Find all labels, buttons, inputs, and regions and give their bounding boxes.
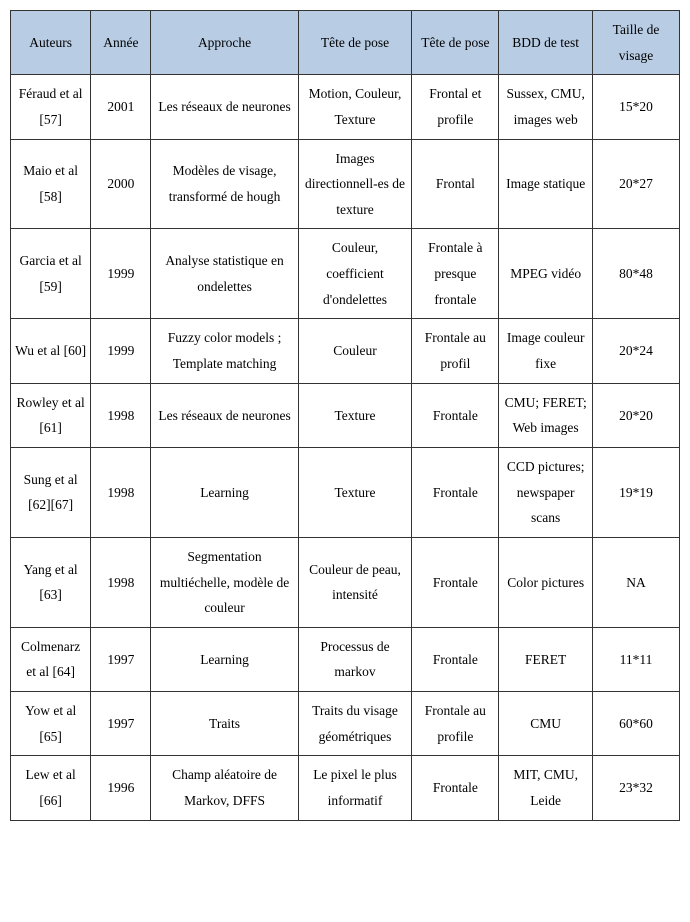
cell-auteurs: Sung et al [62][67]	[11, 447, 91, 537]
cell-bdd: Image statique	[499, 139, 593, 229]
cell-approche: Fuzzy color models ; Template matching	[151, 319, 298, 383]
cell-approche: Learning	[151, 447, 298, 537]
cell-taille: 15*20	[592, 75, 679, 139]
cell-tete2: Frontale au profile	[412, 692, 499, 756]
table-header: AuteursAnnéeApprocheTête de poseTête de …	[11, 11, 680, 75]
cell-tete2: Frontale à presque frontale	[412, 229, 499, 319]
cell-auteurs: Maio et al [58]	[11, 139, 91, 229]
table-row: Yang et al [63]1998Segmentation multiéch…	[11, 537, 680, 627]
cell-tete1: Motion, Couleur, Texture	[298, 75, 412, 139]
cell-auteurs: Lew et al [66]	[11, 756, 91, 820]
cell-bdd: Image couleur fixe	[499, 319, 593, 383]
column-header: Année	[91, 11, 151, 75]
cell-annee: 2001	[91, 75, 151, 139]
table-body: Féraud et al [57]2001Les réseaux de neur…	[11, 75, 680, 820]
cell-tete1: Traits du visage géométriques	[298, 692, 412, 756]
cell-annee: 1996	[91, 756, 151, 820]
cell-taille: 20*24	[592, 319, 679, 383]
cell-auteurs: Yow et al [65]	[11, 692, 91, 756]
cell-annee: 2000	[91, 139, 151, 229]
cell-auteurs: Féraud et al [57]	[11, 75, 91, 139]
cell-tete2: Frontale	[412, 756, 499, 820]
cell-taille: 80*48	[592, 229, 679, 319]
table-row: Garcia et al [59]1999Analyse statistique…	[11, 229, 680, 319]
cell-annee: 1998	[91, 383, 151, 447]
cell-tete1: Texture	[298, 447, 412, 537]
cell-annee: 1997	[91, 692, 151, 756]
cell-bdd: CCD pictures; newspaper scans	[499, 447, 593, 537]
cell-bdd: Color pictures	[499, 537, 593, 627]
cell-annee: 1998	[91, 537, 151, 627]
cell-taille: 19*19	[592, 447, 679, 537]
cell-approche: Traits	[151, 692, 298, 756]
cell-approche: Champ aléatoire de Markov, DFFS	[151, 756, 298, 820]
cell-tete2: Frontal et profile	[412, 75, 499, 139]
cell-auteurs: Garcia et al [59]	[11, 229, 91, 319]
cell-bdd: FERET	[499, 627, 593, 691]
cell-tete1: Couleur, coefficient d'ondelettes	[298, 229, 412, 319]
cell-taille: 11*11	[592, 627, 679, 691]
table-row: Colmenarz et al [64]1997LearningProcessu…	[11, 627, 680, 691]
cell-bdd: CMU	[499, 692, 593, 756]
comparison-table: AuteursAnnéeApprocheTête de poseTête de …	[10, 10, 680, 821]
column-header: Approche	[151, 11, 298, 75]
cell-taille: NA	[592, 537, 679, 627]
cell-approche: Segmentation multiéchelle, modèle de cou…	[151, 537, 298, 627]
cell-bdd: MPEG vidéo	[499, 229, 593, 319]
cell-approche: Les réseaux de neurones	[151, 383, 298, 447]
column-header: Taille de visage	[592, 11, 679, 75]
cell-auteurs: Yang et al [63]	[11, 537, 91, 627]
table-row: Maio et al [58]2000Modèles de visage, tr…	[11, 139, 680, 229]
column-header: Auteurs	[11, 11, 91, 75]
cell-approche: Les réseaux de neurones	[151, 75, 298, 139]
table-row: Lew et al [66]1996Champ aléatoire de Mar…	[11, 756, 680, 820]
cell-approche: Modèles de visage, transformé de hough	[151, 139, 298, 229]
cell-taille: 20*27	[592, 139, 679, 229]
cell-auteurs: Wu et al [60]	[11, 319, 91, 383]
table-row: Féraud et al [57]2001Les réseaux de neur…	[11, 75, 680, 139]
cell-tete2: Frontale	[412, 537, 499, 627]
cell-bdd: Sussex, CMU, images web	[499, 75, 593, 139]
cell-tete1: Processus de markov	[298, 627, 412, 691]
table-row: Wu et al [60]1999Fuzzy color models ; Te…	[11, 319, 680, 383]
cell-tete2: Frontale	[412, 627, 499, 691]
cell-taille: 23*32	[592, 756, 679, 820]
cell-tete2: Frontale au profil	[412, 319, 499, 383]
cell-tete1: Images directionnell-es de texture	[298, 139, 412, 229]
column-header: Tête de pose	[412, 11, 499, 75]
cell-bdd: MIT, CMU, Leide	[499, 756, 593, 820]
table-row: Yow et al [65]1997TraitsTraits du visage…	[11, 692, 680, 756]
cell-tete1: Couleur	[298, 319, 412, 383]
cell-tete1: Texture	[298, 383, 412, 447]
cell-annee: 1998	[91, 447, 151, 537]
cell-tete2: Frontale	[412, 383, 499, 447]
cell-tete2: Frontal	[412, 139, 499, 229]
cell-auteurs: Colmenarz et al [64]	[11, 627, 91, 691]
column-header: BDD de test	[499, 11, 593, 75]
cell-approche: Analyse statistique en ondelettes	[151, 229, 298, 319]
cell-bdd: CMU; FERET; Web images	[499, 383, 593, 447]
table-row: Sung et al [62][67]1998LearningTextureFr…	[11, 447, 680, 537]
table-row: Rowley et al [61]1998Les réseaux de neur…	[11, 383, 680, 447]
cell-taille: 60*60	[592, 692, 679, 756]
cell-tete1: Couleur de peau, intensité	[298, 537, 412, 627]
column-header: Tête de pose	[298, 11, 412, 75]
cell-tete1: Le pixel le plus informatif	[298, 756, 412, 820]
cell-tete2: Frontale	[412, 447, 499, 537]
cell-annee: 1999	[91, 229, 151, 319]
cell-taille: 20*20	[592, 383, 679, 447]
cell-approche: Learning	[151, 627, 298, 691]
cell-annee: 1997	[91, 627, 151, 691]
cell-annee: 1999	[91, 319, 151, 383]
cell-auteurs: Rowley et al [61]	[11, 383, 91, 447]
